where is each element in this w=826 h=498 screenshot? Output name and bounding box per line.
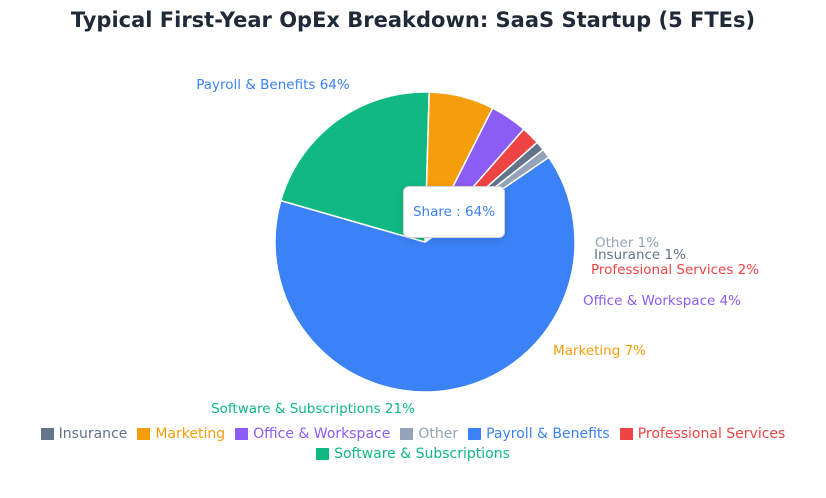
slice-label-office-and-workspace: Office & Workspace 4% <box>583 293 741 309</box>
legend-label: Other <box>418 426 459 442</box>
legend-item-marketing[interactable]: Marketing <box>137 426 225 442</box>
chart-title: Typical First-Year OpEx Breakdown: SaaS … <box>70 8 756 32</box>
legend-label: Office & Workspace <box>253 426 391 442</box>
legend-label: Professional Services <box>637 426 786 442</box>
legend-label: Software & Subscriptions <box>334 446 510 462</box>
legend-label: Insurance <box>58 426 128 442</box>
chart-tooltip: Share : 64% <box>403 186 505 238</box>
chart-legend: Insurance Marketing Office & Workspace Othe… <box>20 426 806 462</box>
slice-label-insurance: Insurance 1% <box>594 247 686 263</box>
legend-label: Marketing <box>155 426 226 442</box>
legend-swatch <box>468 428 482 440</box>
legend-item-payroll-and-benefits[interactable]: Payroll & Benefits <box>468 426 610 442</box>
legend-label: Payroll & Benefits <box>486 426 610 442</box>
legend-item-office-and-workspace[interactable]: Office & Workspace <box>235 426 390 442</box>
legend-item-professional-services[interactable]: Professional Services <box>619 426 786 442</box>
legend-item-other[interactable]: Other <box>400 426 458 442</box>
slice-label-payroll-and-benefits: Payroll & Benefits 64% <box>196 77 350 93</box>
legend-swatch <box>40 428 54 440</box>
pie-slice-software-and-subscriptions[interactable] <box>279 91 430 243</box>
legend-item-software-and-subscriptions[interactable]: Software & Subscriptions <box>316 446 510 462</box>
legend-swatch <box>619 428 633 440</box>
slice-label-professional-services: Professional Services 2% <box>591 262 759 278</box>
tooltip-text: Share : 64% <box>412 204 496 220</box>
legend-swatch <box>137 428 151 440</box>
legend-swatch <box>316 448 330 460</box>
slice-label-software-and-subscriptions: Software & Subscriptions 21% <box>211 401 415 417</box>
legend-item-insurance[interactable]: Insurance <box>40 426 128 442</box>
slice-label-marketing: Marketing 7% <box>553 343 646 359</box>
pie-slices <box>274 91 576 393</box>
legend-swatch <box>235 428 249 440</box>
slice-label-other: Other 1% <box>595 235 659 251</box>
legend-swatch <box>400 428 414 440</box>
slice-labels: Payroll & Benefits 64% Software & Subscri… <box>196 77 759 417</box>
